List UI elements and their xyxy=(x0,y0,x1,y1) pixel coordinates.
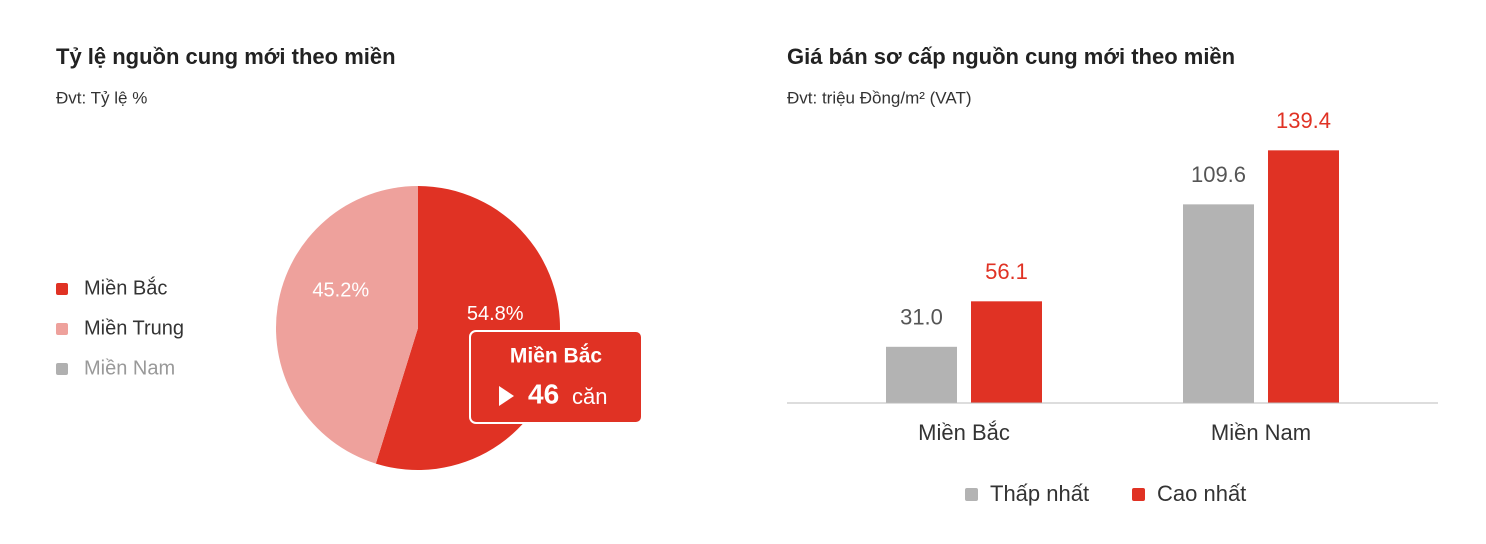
tooltip-value: 46 xyxy=(528,378,559,409)
bar-chart: Miền Bắc 31.0 56.1 Miền Nam 109.6 139.4 Thấp n… xyxy=(787,108,1438,506)
bar-value-label: 109.6 xyxy=(1191,162,1246,187)
legend-swatch xyxy=(56,363,68,375)
legend-swatch xyxy=(56,283,68,295)
bar xyxy=(1268,150,1339,403)
legend-label: Miền Trung xyxy=(84,317,184,339)
bar-value-label: 31.0 xyxy=(900,305,943,330)
bar xyxy=(886,346,957,403)
legend-label: Cao nhất xyxy=(1157,481,1246,506)
legend-swatch xyxy=(965,488,978,501)
bar-value-label: 56.1 xyxy=(985,259,1028,284)
tooltip-arrow xyxy=(499,386,514,406)
bar xyxy=(971,301,1042,403)
bar xyxy=(1183,204,1254,403)
legend-label: Miền Nam xyxy=(84,357,175,379)
x-tick-label: Miền Bắc xyxy=(918,420,1010,445)
slice-label: 45.2% xyxy=(312,280,369,302)
tooltip-box xyxy=(469,330,643,424)
bar-value-label: 139.4 xyxy=(1276,108,1331,133)
x-tick-label: Miền Nam xyxy=(1211,420,1311,445)
chart-title: Tỷ lệ nguồn cung mới theo miền xyxy=(56,44,396,69)
pie-chart: 54.8% 45.2% Miền Bắc Miền Trung Miền Nam xyxy=(56,186,561,470)
chart-subtitle: Đvt: triệu Đồng/m² (VAT) xyxy=(787,88,972,107)
legend-label: Thấp nhất xyxy=(990,481,1089,506)
tooltip-category: Miền Bắc xyxy=(510,344,603,368)
slice-label: 54.8% xyxy=(467,303,524,325)
chart-subtitle: Đvt: Tỷ lệ % xyxy=(56,88,147,107)
legend-swatch xyxy=(1132,488,1145,501)
legend-label: Miền Bắc xyxy=(84,276,167,299)
chart-title: Giá bán sơ cấp nguồn cung mới theo miền xyxy=(787,44,1235,69)
pie-slice xyxy=(276,186,418,464)
tooltip: Miền Bắc 46 căn xyxy=(469,330,643,424)
tooltip-unit: căn xyxy=(572,384,607,409)
legend-swatch xyxy=(56,323,68,335)
